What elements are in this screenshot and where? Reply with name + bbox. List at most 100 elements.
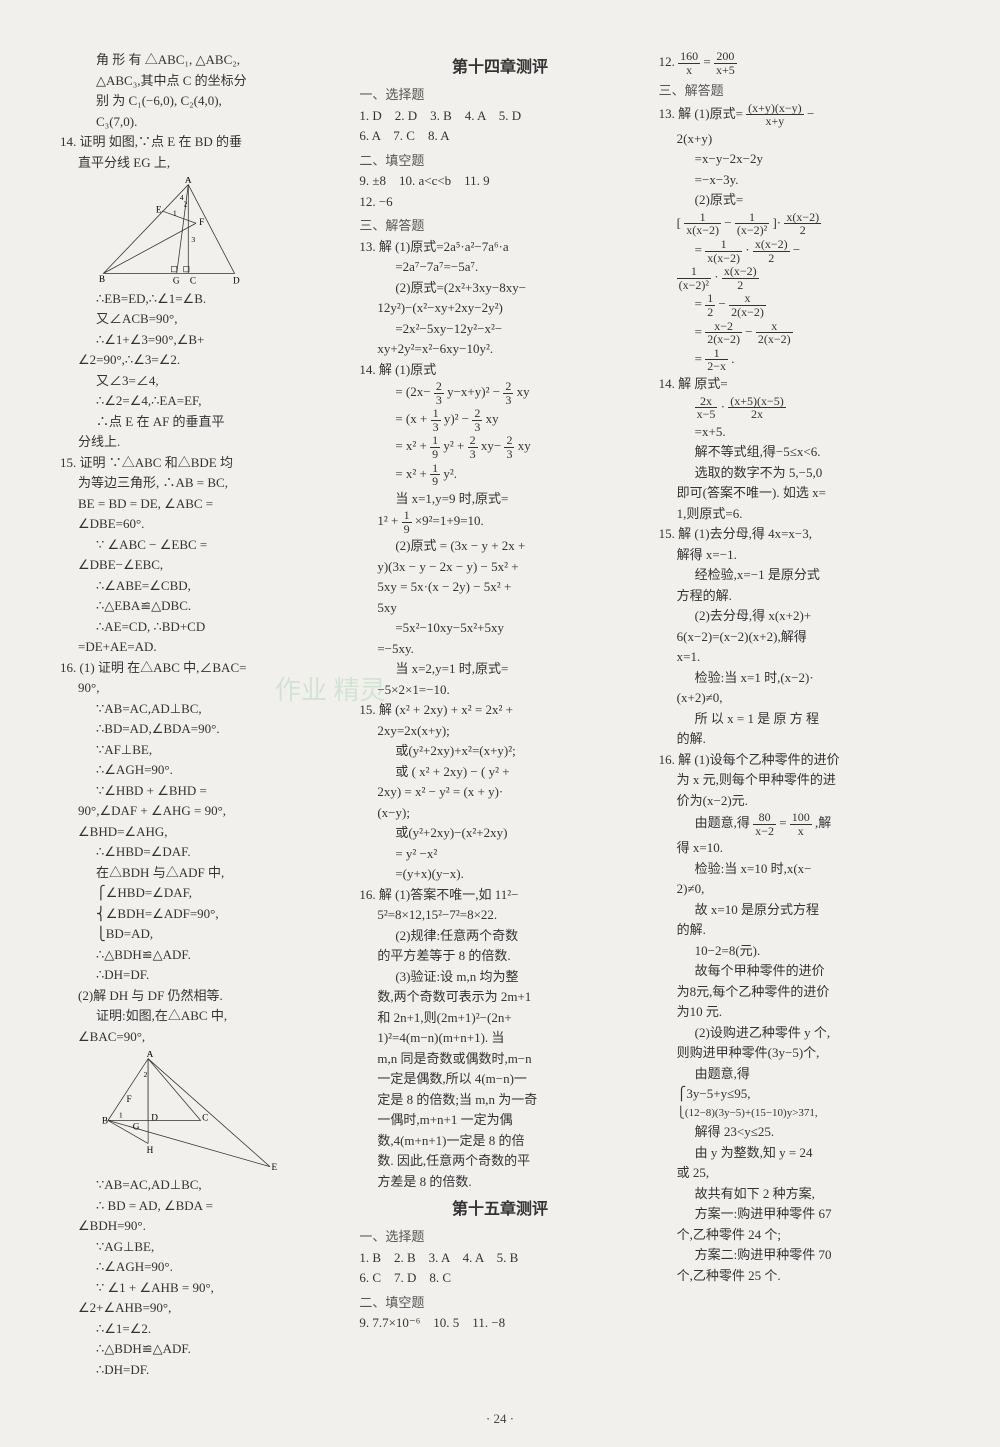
text: 12y²)−(x²−xy+2xy−2y²) [359,298,640,318]
math-line: 2xx−5 · (x+5)(x−5)2x [659,395,940,421]
text: 即可(答案不唯一). 如选 x= [659,483,940,503]
text: (2)规律:任意两个奇数 [359,926,640,946]
text: ⎩BD=AD, [60,924,341,944]
text: △ABC₃,其中点 C 的坐标分 [60,71,341,91]
chapter-14-title: 第十四章测评 [359,56,640,80]
text: ∴∠1+∠3=90°,∠B+ [60,330,341,350]
text: 90°, [60,678,341,698]
text: 方案二:购进甲种零件 70 [659,1245,940,1265]
text: ∴∠AGH=90°. [60,760,341,780]
text: 当 x=1,y=9 时,原式= [359,489,640,509]
text: 15. 证明 ∵△ABC 和△BDE 均 [60,453,341,473]
section-label: 三、解答题 [359,216,640,236]
text: ⎧3y−5+y≤95, [659,1084,940,1104]
text: 或 ( x² + 2xy) − ( y² + [359,762,640,782]
text: 一偶时,m+n+1 一定为偶 [359,1110,640,1130]
text: 故每个甲种零件的进价 [659,961,940,981]
text: 14. 证明 如图,∵点 E 在 BD 的垂 [60,132,341,152]
svg-text:2: 2 [184,199,188,208]
text: 16. (1) 证明 在△ABC 中,∠BAC= [60,658,341,678]
text: 14. 解 (1)原式 [359,360,640,380]
svg-text:F: F [127,1095,132,1105]
svg-text:1: 1 [119,1111,123,1120]
text: ∴DH=DF. [60,1360,341,1380]
text: C₃(7,0). [60,112,341,132]
chapter-15-title: 第十五章测评 [359,1198,640,1222]
section-label: 一、选择题 [359,1227,640,1247]
text: 解得 x=−1. [659,545,940,565]
text: ∴∠1=∠2. [60,1319,341,1339]
svg-text:E: E [156,205,162,215]
text: 由题意,得 [659,1064,940,1084]
text: ∵AG⊥BE, [60,1237,341,1257]
text: 检验:当 x=1 时,(x−2)· [659,668,940,688]
text: 15. 解 (x² + 2xy) + x² = 2x² + [359,700,640,720]
column-1: 角 形 有 △ABC₁, △ABC₂, △ABC₃,其中点 C 的坐标分 别 为… [60,50,341,1380]
text: 故共有如下 2 种方案, [659,1184,940,1204]
text: =2a⁷−7a⁷=−5a⁷. [359,257,640,277]
math-line: 13. 解 (1)原式= (x+y)(x−y)x+y − [659,102,940,128]
svg-text:B: B [99,275,105,285]
column-3: 12. 160x = 200x+5 三、解答题 13. 解 (1)原式= (x+… [659,50,940,1380]
text: 10−2=8(元). [659,941,940,961]
math-line: 12. 160x = 200x+5 [659,50,940,76]
text: =5x²−10xy−5x²+5xy [359,618,640,638]
text: 定是 8 的倍数;当 m,n 为一奇 [359,1090,640,1110]
text: ∵AB=AC,AD⊥BC, [60,1175,341,1195]
section-label: 二、填空题 [359,1293,640,1313]
text: xy+2y²=x²−6xy−10y². [359,339,640,359]
svg-text:C: C [202,1114,208,1124]
text: =−x−3y. [659,170,940,190]
text: 9. 7.7×10⁻⁶ 10. 5 11. −8 [359,1313,640,1333]
text: 为等边三角形, ∴AB = BC, [60,473,341,493]
section-label: 一、选择题 [359,85,640,105]
text: 在△BDH 与△ADF 中, [60,863,341,883]
text: 的平方差等于 8 的倍数. [359,946,640,966]
text: 5²=8×12,15²−7²=8×22. [359,905,640,925]
text: 检验:当 x=10 时,x(x− [659,859,940,879]
text: 9. ±8 10. a<c<b 11. 9 [359,171,640,191]
text: 2)≠0, [659,879,940,899]
text: 由 y 为整数,知 y = 24 [659,1143,940,1163]
svg-text:B: B [102,1117,108,1127]
math-line: = x² + 19 y². [359,462,640,488]
text: 得 x=10. [659,838,940,858]
text: 1,则原式=6. [659,504,940,524]
text: ∵∠HBD + ∠BHD = [60,781,341,801]
text: = y² −x² [359,844,640,864]
text: ⎩(12−8)(3y−5)+(15−10)y>371, [659,1105,940,1122]
text: =(y+x)(y−x). [359,864,640,884]
page-columns: 角 形 有 △ABC₁, △ABC₂, △ABC₃,其中点 C 的坐标分 别 为… [60,50,940,1380]
text: ∴△EBA≌△DBC. [60,596,341,616]
svg-text:C: C [190,276,196,285]
text: −5×2×1=−10. [359,680,640,700]
text: 2xy=2x(x+y); [359,721,640,741]
text: 15. 解 (1)去分母,得 4x=x−3, [659,524,940,544]
text: 12. −6 [359,192,640,212]
text: 的解. [659,729,940,749]
text: (2)原式=(2x²+3xy−8xy− [359,278,640,298]
svg-text:D: D [151,1114,158,1124]
text: ∵AF⊥BE, [60,740,341,760]
text: 所 以 x = 1 是 原 方 程 [659,709,940,729]
text: 16. 解 (1)答案不唯一,如 11²− [359,885,640,905]
svg-text:1: 1 [173,209,177,218]
math-line: [ 1x(x−2) − 1(x−2)² ]· x(x−2)2 [659,211,940,237]
text: =x−y−2x−2y [659,149,940,169]
svg-text:D: D [233,276,240,285]
text: 分线上. [60,432,341,452]
text: 90°,∠DAF + ∠AHG = 90°, [60,801,341,821]
text: ∵ ∠ABC − ∠EBC = [60,535,341,555]
text: 1. D 2. D 3. B 4. A 5. D [359,106,640,126]
text: (3)验证:设 m,n 均为整 [359,967,640,987]
text: ∠2=90°,∴∠3=∠2. [60,350,341,370]
text: ∴∠HBD=∠DAF. [60,842,341,862]
svg-text:3: 3 [191,235,195,244]
text: 证明:如图,在△ABC 中, [60,1006,341,1026]
text: =2x²−5xy−12y²−x²− [359,319,640,339]
text: 数,两个奇数可表示为 2m+1 [359,987,640,1007]
text: 的解. [659,920,940,940]
math-line: = x−22(x−2) − x2(x−2) [659,320,940,346]
text: 或 25, [659,1163,940,1183]
math-line: = (x + 13 y)² − 23 xy [359,407,640,433]
